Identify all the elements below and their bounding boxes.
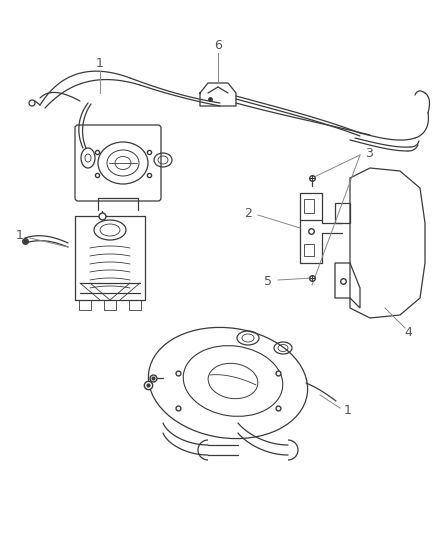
Bar	[129, 300, 141, 310]
Bar	[79, 300, 91, 310]
Text: 6: 6	[214, 38, 222, 52]
Text: 5: 5	[263, 274, 272, 287]
Text: 1: 1	[96, 56, 104, 69]
Text: 2: 2	[244, 206, 251, 220]
Text: 1: 1	[343, 405, 351, 417]
Text: 4: 4	[403, 327, 411, 340]
Text: 1: 1	[16, 229, 24, 241]
Bar	[303, 199, 313, 213]
Text: 3: 3	[364, 147, 372, 159]
Bar	[104, 300, 116, 310]
Bar	[303, 244, 313, 256]
